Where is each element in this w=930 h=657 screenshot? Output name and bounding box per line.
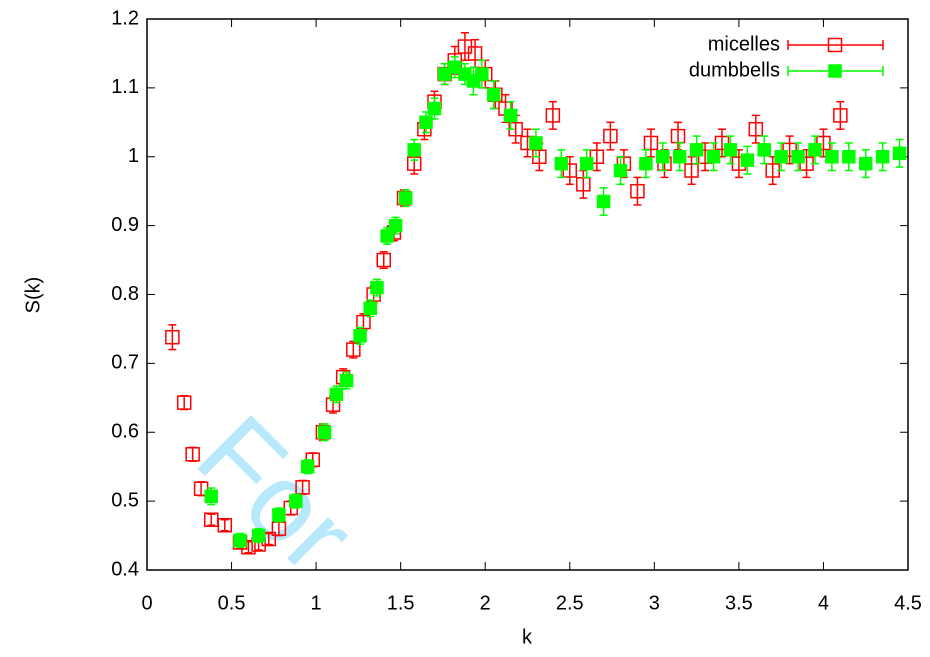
x-tick-label: 3 bbox=[649, 592, 660, 614]
legend-label: micelles bbox=[708, 33, 780, 55]
data-point bbox=[437, 67, 452, 81]
data-point bbox=[892, 146, 907, 161]
x-tick-label: 0 bbox=[141, 592, 152, 614]
data-point bbox=[858, 156, 873, 171]
data-point bbox=[317, 425, 332, 439]
data-point bbox=[791, 150, 805, 164]
y-tick-label: 0.9 bbox=[111, 214, 139, 236]
data-point bbox=[165, 329, 180, 345]
data-point bbox=[217, 517, 233, 533]
data-point bbox=[639, 156, 653, 171]
data-point bbox=[407, 143, 421, 157]
data-point bbox=[419, 115, 433, 130]
x-tick-label: 1.5 bbox=[387, 592, 415, 614]
data-point bbox=[251, 528, 266, 543]
data-point bbox=[723, 143, 738, 157]
data-point bbox=[185, 447, 200, 462]
data-point bbox=[875, 150, 890, 164]
data-point bbox=[295, 480, 310, 495]
x-tick-label: 2.5 bbox=[556, 592, 584, 614]
data-point bbox=[613, 163, 628, 178]
data-point bbox=[757, 143, 772, 157]
data-point bbox=[388, 218, 403, 233]
data-point bbox=[825, 150, 839, 164]
data-point bbox=[329, 387, 344, 402]
y-tick-label: 0.8 bbox=[111, 283, 139, 305]
data-point bbox=[706, 150, 721, 164]
data-point bbox=[579, 156, 594, 171]
data-point bbox=[356, 314, 371, 330]
y-tick-label: 1.1 bbox=[111, 76, 139, 98]
y-tick-label: 0.5 bbox=[111, 489, 139, 511]
data-point bbox=[289, 494, 303, 508]
data-point bbox=[475, 67, 489, 81]
data-point bbox=[427, 101, 442, 116]
data-point bbox=[554, 156, 569, 171]
x-tick-label: 4 bbox=[818, 592, 829, 614]
data-point bbox=[467, 46, 483, 61]
data-point bbox=[176, 395, 192, 410]
data-point bbox=[398, 191, 413, 205]
data-point bbox=[300, 459, 315, 474]
x-axis-label: k bbox=[522, 626, 533, 648]
data-point bbox=[204, 489, 219, 504]
data-point bbox=[363, 301, 377, 316]
data-point bbox=[545, 108, 561, 123]
data-point bbox=[380, 229, 394, 243]
data-point bbox=[740, 153, 755, 167]
y-tick-label: 0.7 bbox=[111, 352, 139, 374]
x-tick-label: 2 bbox=[480, 592, 491, 614]
data-point bbox=[672, 150, 687, 164]
data-point bbox=[782, 142, 797, 158]
data-point bbox=[346, 342, 361, 357]
data-point bbox=[448, 60, 462, 74]
data-point bbox=[503, 108, 518, 123]
y-tick-label: 0.6 bbox=[111, 421, 139, 443]
data-point bbox=[562, 163, 578, 178]
x-tick-label: 4.5 bbox=[894, 592, 922, 614]
data-point bbox=[376, 252, 392, 268]
y-tick-label: 1.2 bbox=[111, 7, 139, 29]
data-point bbox=[774, 150, 788, 164]
data-point bbox=[603, 128, 618, 144]
x-tick-label: 1 bbox=[311, 592, 322, 614]
legend-label: dumbbells bbox=[689, 59, 780, 81]
data-point bbox=[272, 508, 286, 522]
data-point bbox=[339, 373, 354, 388]
legend-marker bbox=[827, 37, 843, 53]
data-point bbox=[589, 149, 605, 164]
data-point bbox=[643, 135, 659, 151]
y-tick-label: 0.4 bbox=[111, 558, 139, 580]
data-point bbox=[684, 163, 699, 178]
data-point bbox=[529, 136, 543, 150]
data-point bbox=[833, 108, 848, 123]
data-point bbox=[353, 329, 367, 343]
x-tick-label: 3.5 bbox=[725, 592, 753, 614]
data-point bbox=[486, 88, 501, 102]
data-point bbox=[233, 533, 247, 548]
data-point bbox=[748, 121, 764, 137]
data-point bbox=[656, 150, 670, 164]
y-axis-label: S(k) bbox=[22, 277, 44, 314]
legend-marker bbox=[828, 64, 842, 78]
data-point bbox=[808, 143, 822, 157]
y-tick-label: 1 bbox=[128, 145, 139, 167]
data-point bbox=[370, 280, 384, 295]
data-point bbox=[842, 150, 856, 164]
data-point bbox=[630, 183, 645, 199]
data-point bbox=[596, 194, 611, 209]
x-tick-label: 0.5 bbox=[218, 592, 246, 614]
data-point bbox=[689, 143, 704, 157]
